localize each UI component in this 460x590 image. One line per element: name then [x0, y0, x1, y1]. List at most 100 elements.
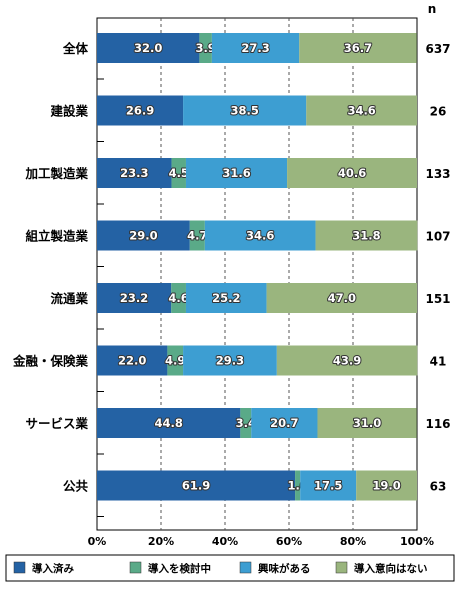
x-tick-label: 20%	[148, 535, 174, 548]
data-label: 31.8	[352, 229, 380, 243]
data-label: 34.6	[347, 104, 375, 118]
x-tick-label: 80%	[340, 535, 366, 548]
data-label: 4.9	[165, 354, 185, 368]
data-label: 17.5	[314, 479, 342, 493]
bar-segment	[204, 220, 316, 251]
data-label: 22.0	[118, 354, 146, 368]
data-label: 31.0	[353, 416, 381, 430]
data-label: 32.0	[134, 41, 162, 55]
bar-segment	[183, 95, 307, 126]
data-label: 61.9	[182, 479, 210, 493]
data-label: 26.9	[126, 104, 154, 118]
bar-segment	[97, 33, 200, 63]
n-value: 151	[425, 292, 450, 306]
bar-segment	[199, 33, 212, 63]
bar-segment	[295, 470, 301, 501]
gridlines	[160, 18, 354, 530]
plot-frame	[96, 17, 418, 531]
bar-segment	[299, 33, 417, 63]
bar-segment	[276, 345, 418, 376]
legend-swatch	[335, 561, 348, 574]
category-label: 加工製造業	[24, 166, 88, 181]
bar-segment	[97, 470, 296, 501]
n-value: 107	[425, 230, 450, 244]
bar-segment	[167, 345, 184, 376]
legend-swatch	[13, 561, 26, 574]
data-label: 44.8	[154, 416, 182, 430]
legend: 導入済み 導入を検討中 興味がある 導入意向はない	[5, 554, 455, 582]
bars: 32.0 3.9 27.3 36.7 26.9 38.5 34.6 23.3 4.5 31.6 40…	[97, 33, 418, 517]
x-tick-label: 0%	[88, 535, 107, 548]
n-values: n 637 26 133 107 151 41 116 63	[425, 2, 450, 494]
bar-segment	[171, 158, 186, 188]
legend-label: 導入を検討中	[148, 562, 211, 575]
x-tick-label: 100%	[400, 535, 434, 548]
bar-segment	[97, 95, 184, 126]
data-label: 25.2	[212, 291, 240, 305]
category-label: サービス業	[25, 416, 88, 431]
data-label: 29.3	[216, 354, 244, 368]
bar-segment	[317, 408, 417, 438]
category-label: 金融・保険業	[12, 354, 89, 369]
data-label: 34.6	[246, 229, 274, 243]
bar-segment	[211, 33, 300, 63]
x-tick-label: 40%	[212, 535, 238, 548]
legend-swatch	[239, 561, 252, 574]
bar-segment	[356, 470, 417, 501]
n-value: 637	[425, 42, 450, 56]
data-label: 27.3	[241, 41, 269, 55]
bar-segment	[287, 158, 417, 188]
bar-segment	[97, 158, 172, 188]
category-label: 全体	[62, 41, 89, 56]
n-value: 26	[430, 105, 447, 119]
category-label: 流通業	[50, 291, 88, 306]
bar-segment	[251, 408, 318, 438]
data-label: 40.6	[338, 166, 366, 180]
bar-segment	[97, 345, 168, 376]
legend-label: 導入意向はない	[354, 562, 428, 575]
bar-segment	[185, 158, 288, 188]
data-label: 23.2	[120, 291, 148, 305]
data-label: 3.9	[195, 41, 215, 55]
category-label: 公共	[63, 479, 89, 494]
legend-label: 興味がある	[258, 562, 311, 575]
legend-label: 導入済み	[32, 562, 74, 575]
n-value: 41	[430, 355, 447, 369]
bar-segment	[266, 283, 417, 313]
data-label: 4.6	[168, 291, 188, 305]
n-header: n	[428, 2, 437, 16]
data-label: 4.7	[187, 229, 207, 243]
data-label: 47.0	[328, 291, 356, 305]
x-axis-ticks: 0% 20% 40% 60% 80% 100%	[88, 535, 434, 548]
data-label: 23.3	[120, 166, 148, 180]
bar-segment	[315, 220, 418, 251]
bar-segment	[189, 220, 205, 251]
bar-segment	[240, 408, 252, 438]
category-label: 建設業	[50, 104, 88, 119]
data-label: 4.5	[169, 166, 189, 180]
data-label: 20.7	[270, 416, 298, 430]
bar-segment	[97, 283, 172, 313]
bar-segment	[97, 220, 190, 251]
data-label: 38.5	[230, 104, 258, 118]
bar-segment	[185, 283, 267, 313]
data-label: 31.6	[222, 166, 250, 180]
bar-segment	[171, 283, 186, 313]
n-value: 63	[430, 480, 447, 494]
data-label: 29.0	[129, 229, 157, 243]
legend-swatch	[129, 561, 142, 574]
legend-frame	[5, 554, 455, 582]
bar-segment	[97, 408, 241, 438]
x-tick-label: 60%	[276, 535, 302, 548]
data-label: 43.9	[333, 354, 361, 368]
data-label: 36.7	[344, 41, 372, 55]
n-value: 116	[425, 417, 450, 431]
category-label: 組立製造業	[25, 229, 88, 244]
bar-segment	[300, 470, 357, 501]
bar-segment	[183, 345, 277, 376]
n-value: 133	[425, 167, 450, 181]
bar-segment	[306, 95, 417, 126]
data-label: 19.0	[372, 479, 400, 493]
